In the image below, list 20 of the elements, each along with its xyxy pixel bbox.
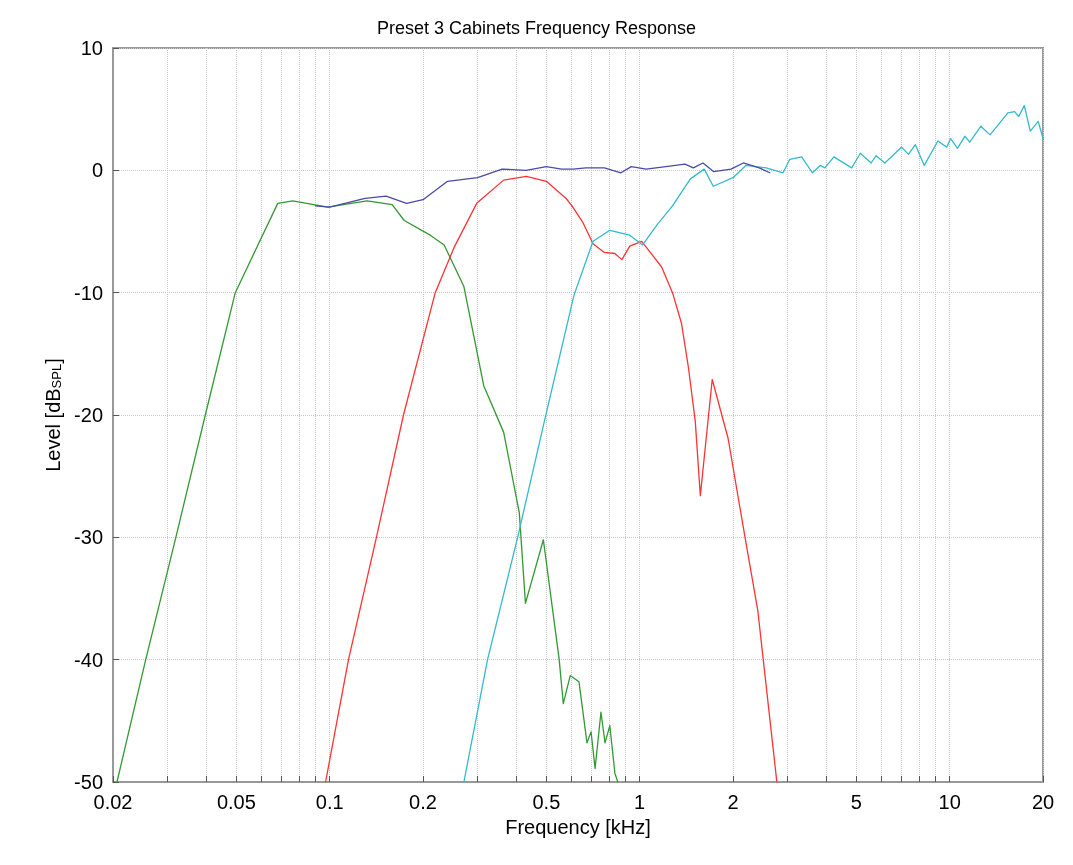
x-tick-label: 0.1: [315, 791, 344, 813]
y-tick-label: -30: [74, 526, 103, 549]
y-tick-label: -10: [74, 281, 103, 304]
x-tick-label: 5: [850, 791, 862, 813]
x-tick-label: 1: [634, 791, 646, 813]
x-axis-title: Frequency [kHz]: [505, 815, 651, 838]
y-axis-title: Level [dBSPL]: [42, 358, 65, 472]
x-tick-label: 0.05: [216, 791, 256, 813]
y-tick-label: 0: [91, 159, 103, 182]
y-tick-label: -40: [74, 648, 103, 671]
y-tick-label: -50: [74, 771, 103, 793]
x-tick-label: 10: [938, 791, 961, 813]
y-tick-label: -20: [74, 404, 103, 426]
x-tick-label: 0.02: [93, 791, 133, 813]
x-tick-label: 0.2: [409, 791, 437, 813]
y-tick-label: 10: [80, 37, 103, 59]
x-tick-label: 2: [727, 791, 739, 813]
x-tick-label: 0.5: [532, 791, 561, 813]
chart-title: Preset 3 Cabinets Frequency Response: [376, 18, 697, 38]
x-tick-label: 20: [1031, 791, 1055, 813]
